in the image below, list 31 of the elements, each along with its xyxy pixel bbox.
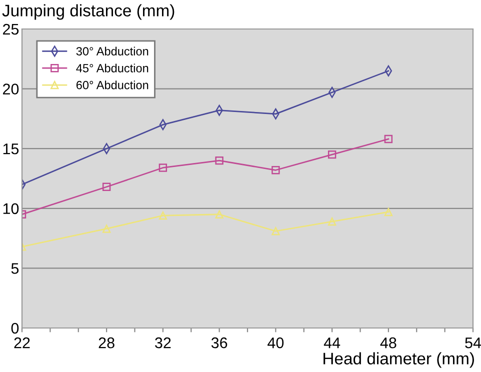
point [272, 227, 280, 236]
point [158, 211, 168, 220]
x-tick-label: 32 [155, 337, 171, 348]
y-axis-title: Jumping distance (mm) [2, 4, 174, 20]
y-tick-label: 25 [3, 24, 19, 35]
y-tick-label: 10 [3, 203, 19, 214]
x-tick-label: 48 [380, 337, 396, 348]
point [384, 208, 393, 216]
point [102, 182, 111, 191]
legend-label: 30° Abduction [76, 46, 148, 56]
x-tick-label: 22 [14, 337, 30, 348]
legend-label: 60° Abduction [76, 80, 148, 90]
point [215, 210, 224, 218]
legend-label: 45° Abduction [76, 64, 148, 72]
x-tick-label: 40 [268, 337, 284, 348]
point [328, 217, 336, 226]
x-axis-title: Head diameter (mm) [324, 352, 474, 368]
y-tick-label: 20 [3, 84, 19, 94]
y-tick-label: 5 [11, 263, 19, 274]
point [102, 224, 111, 233]
point [272, 166, 280, 174]
point [328, 150, 336, 159]
x-tick-label: 36 [211, 337, 228, 348]
x-tick-label: 28 [98, 337, 114, 348]
y-tick-label: 0 [11, 322, 19, 334]
x-tick-label: 54 [465, 338, 481, 348]
point [384, 134, 393, 144]
y-tick-label: 15 [3, 144, 19, 154]
point [158, 164, 168, 172]
x-tick-label: 44 [324, 338, 340, 348]
point [215, 156, 224, 165]
